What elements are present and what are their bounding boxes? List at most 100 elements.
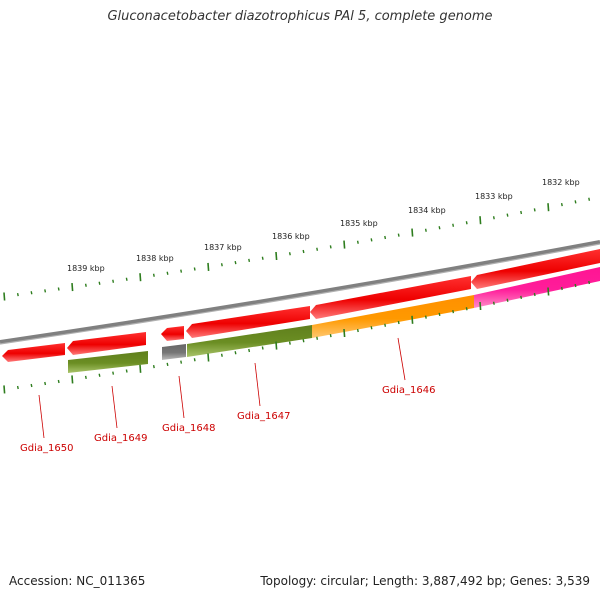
ruler-minor-tick — [302, 249, 305, 254]
ruler-major-tick — [411, 315, 414, 324]
gene-label-1647[interactable]: Gdia_1647 — [237, 411, 290, 422]
ruler-minor-tick — [424, 228, 427, 232]
ruler-minor-tick — [574, 200, 577, 204]
ruler-minor-tick — [98, 281, 101, 285]
ruler-minor-tick — [152, 364, 155, 369]
ruler-major-tick — [71, 375, 74, 384]
kbp-ruler-inner — [3, 280, 591, 394]
ruler-major-tick — [547, 203, 550, 212]
ruler-minor-tick — [220, 353, 223, 357]
ruler-minor-tick — [465, 307, 468, 311]
ruler-minor-tick — [193, 358, 196, 362]
ruler-major-tick — [139, 364, 142, 373]
ruler-minor-tick — [288, 341, 291, 345]
ruler-minor-tick — [438, 226, 441, 230]
ruler-minor-tick — [57, 379, 60, 384]
ruler-minor-tick — [492, 301, 495, 305]
ruler-minor-tick — [384, 235, 387, 240]
ruler-major-tick — [3, 292, 6, 301]
gene-arrow-1650[interactable] — [2, 343, 65, 362]
ruler-major-tick — [343, 328, 346, 338]
ruler-minor-tick — [288, 252, 291, 256]
gene-label-1650[interactable]: Gdia_1650 — [20, 443, 73, 454]
ruler-minor-tick — [125, 369, 128, 373]
ruler-minor-tick — [57, 287, 60, 291]
ruler-label-1838: 1838 kbp — [136, 254, 174, 263]
ruler-minor-tick — [329, 245, 332, 249]
gene-label-1646[interactable]: Gdia_1646 — [382, 385, 435, 396]
ruler-minor-tick — [574, 283, 577, 288]
ruler-minor-tick — [588, 197, 591, 201]
gene-label-1649[interactable]: Gdia_1649 — [94, 433, 147, 444]
leader-line-1648 — [178, 375, 185, 419]
ruler-minor-tick — [520, 210, 523, 215]
ruler-minor-tick — [44, 381, 47, 386]
accession-text: Accession: NC_011365 — [9, 574, 146, 588]
genome-summary-text: Topology: circular; Length: 3,887,492 bp… — [260, 574, 590, 588]
gene-arrow-1646-red[interactable] — [310, 276, 471, 319]
ruler-minor-tick — [220, 263, 223, 267]
genome-backbone — [0, 240, 600, 344]
ruler-minor-tick — [316, 336, 319, 340]
ruler-major-tick — [275, 341, 278, 350]
ruler-label-1836: 1836 kbp — [272, 232, 310, 241]
ruler-major-tick — [275, 251, 278, 261]
gene-arrow-1649-red[interactable] — [67, 332, 146, 355]
leader-line-1647 — [254, 362, 261, 407]
ruler-minor-tick — [356, 240, 359, 244]
kbp-ruler-outer — [3, 197, 591, 301]
cds-block-1647[interactable] — [187, 325, 312, 357]
ruler-minor-tick — [84, 283, 87, 287]
ruler-major-tick — [479, 216, 482, 225]
ruler-minor-tick — [180, 360, 183, 364]
ruler-major-tick — [479, 301, 482, 311]
ruler-minor-tick — [397, 320, 400, 325]
ruler-minor-tick — [84, 375, 87, 380]
ruler-minor-tick — [520, 295, 523, 300]
ruler-minor-tick — [248, 258, 251, 263]
ruler-minor-tick — [234, 260, 237, 265]
ruler-minor-tick — [506, 213, 509, 217]
ruler-minor-tick — [248, 348, 251, 353]
gene-arrow-1645-red[interactable] — [471, 249, 600, 289]
ruler-minor-tick — [44, 289, 47, 293]
leader-line-1650 — [38, 394, 45, 439]
ruler-minor-tick — [533, 292, 536, 297]
ruler-minor-tick — [180, 269, 183, 273]
ruler-label-1837: 1837 kbp — [204, 243, 242, 252]
ruler-minor-tick — [560, 202, 563, 207]
ruler-minor-tick — [370, 238, 373, 242]
ruler-minor-tick — [16, 385, 19, 390]
cds-block-1646[interactable] — [312, 295, 474, 338]
ruler-minor-tick — [166, 362, 169, 367]
ruler-label-1839: 1839 kbp — [67, 264, 105, 273]
ruler-minor-tick — [438, 312, 441, 317]
ruler-minor-tick — [588, 280, 591, 285]
ruler-label-1832: 1832 kbp — [542, 178, 580, 187]
ruler-minor-tick — [452, 309, 455, 314]
ruler-label-1833: 1833 kbp — [475, 192, 513, 201]
ruler-minor-tick — [30, 291, 33, 295]
leader-line-1646 — [397, 337, 406, 381]
ruler-minor-tick — [452, 223, 455, 227]
ruler-minor-tick — [125, 277, 128, 281]
ruler-minor-tick — [384, 323, 387, 327]
ruler-minor-tick — [316, 247, 319, 251]
map-title: Gluconacetobacter diazotrophicus PAl 5, … — [107, 9, 493, 24]
ruler-label-1834: 1834 kbp — [408, 206, 446, 215]
ruler-minor-tick — [234, 351, 237, 355]
pseudogene-block-1648[interactable] — [162, 344, 186, 360]
cds-block-1649[interactable] — [68, 351, 148, 373]
ruler-minor-tick — [152, 273, 155, 277]
gene-label-1648[interactable]: Gdia_1648 — [162, 423, 215, 434]
ruler-minor-tick — [424, 315, 427, 319]
ruler-minor-tick — [329, 333, 332, 338]
ruler-minor-tick — [16, 292, 19, 297]
ruler-major-tick — [343, 240, 346, 249]
cds-block-1645[interactable] — [474, 267, 600, 308]
ruler-minor-tick — [492, 216, 495, 220]
ruler-minor-tick — [30, 383, 33, 388]
gene-arrow-1647-red[interactable] — [186, 306, 310, 338]
gene-arrow-1648-red[interactable] — [161, 326, 184, 341]
